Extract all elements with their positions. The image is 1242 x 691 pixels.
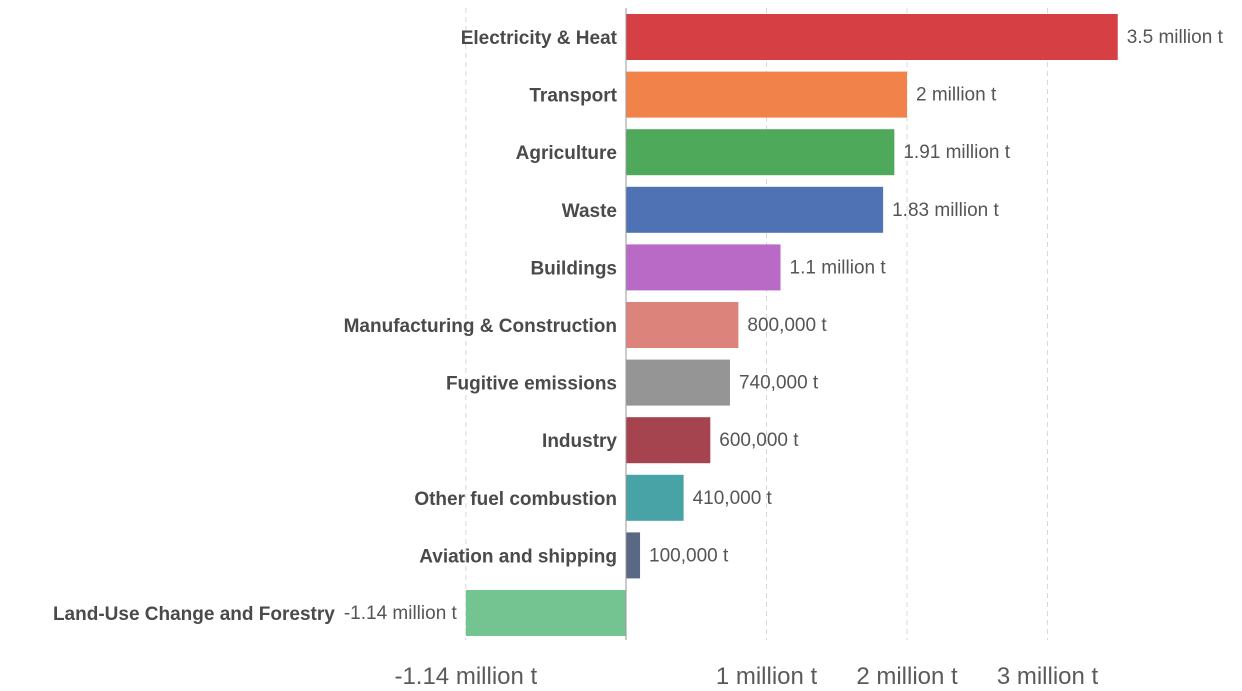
value-label-0: 3.5 million t — [1127, 27, 1224, 48]
category-label-1: Transport — [529, 86, 617, 107]
category-label-4: Buildings — [530, 258, 617, 279]
value-label-10: -1.14 million t — [344, 603, 458, 624]
bar-5 — [626, 302, 739, 348]
category-label-5: Manufacturing & Construction — [344, 316, 617, 337]
grid-layer — [465, 8, 1048, 640]
x-tick-label-0: -1.14 million t — [394, 663, 537, 686]
bar-10 — [465, 590, 626, 636]
bar-1 — [626, 71, 907, 118]
bar-layer — [465, 14, 1118, 636]
value-label-6: 740,000 t — [739, 373, 819, 394]
bar-9 — [626, 532, 641, 579]
value-label-8: 410,000 t — [693, 488, 773, 509]
category-label-7: Industry — [542, 431, 617, 452]
value-label-7: 600,000 t — [719, 430, 799, 451]
value-label-3: 1.83 million t — [892, 200, 999, 221]
bar-7 — [626, 417, 711, 464]
value-label-5: 800,000 t — [747, 315, 827, 336]
x-tick-label-2: 2 million t — [856, 663, 958, 686]
bar-4 — [626, 244, 781, 291]
category-label-10: Land-Use Change and Forestry — [53, 604, 335, 625]
bar-8 — [626, 474, 684, 521]
x-tick-label-3: 3 million t — [997, 663, 1099, 686]
category-label-8: Other fuel combustion — [414, 489, 617, 510]
category-label-9: Aviation and shipping — [419, 546, 617, 567]
value-label-2: 1.91 million t — [903, 142, 1010, 163]
value-label-1: 2 million t — [916, 85, 997, 106]
bar-3 — [626, 186, 884, 233]
value-label-4: 1.1 million t — [790, 257, 887, 278]
label-layer: 3.5 million t Electricity & Heat 2 million… — [53, 27, 1224, 625]
bar-2 — [626, 129, 895, 176]
category-label-6: Fugitive emissions — [446, 374, 617, 395]
category-label-2: Agriculture — [516, 143, 617, 164]
bar-6 — [626, 359, 730, 406]
category-label-0: Electricity & Heat — [461, 28, 618, 49]
category-label-3: Waste — [562, 201, 617, 222]
value-label-9: 100,000 t — [649, 545, 729, 566]
x-tick-label-1: 1 million t — [716, 663, 818, 686]
bar-0 — [626, 14, 1118, 60]
